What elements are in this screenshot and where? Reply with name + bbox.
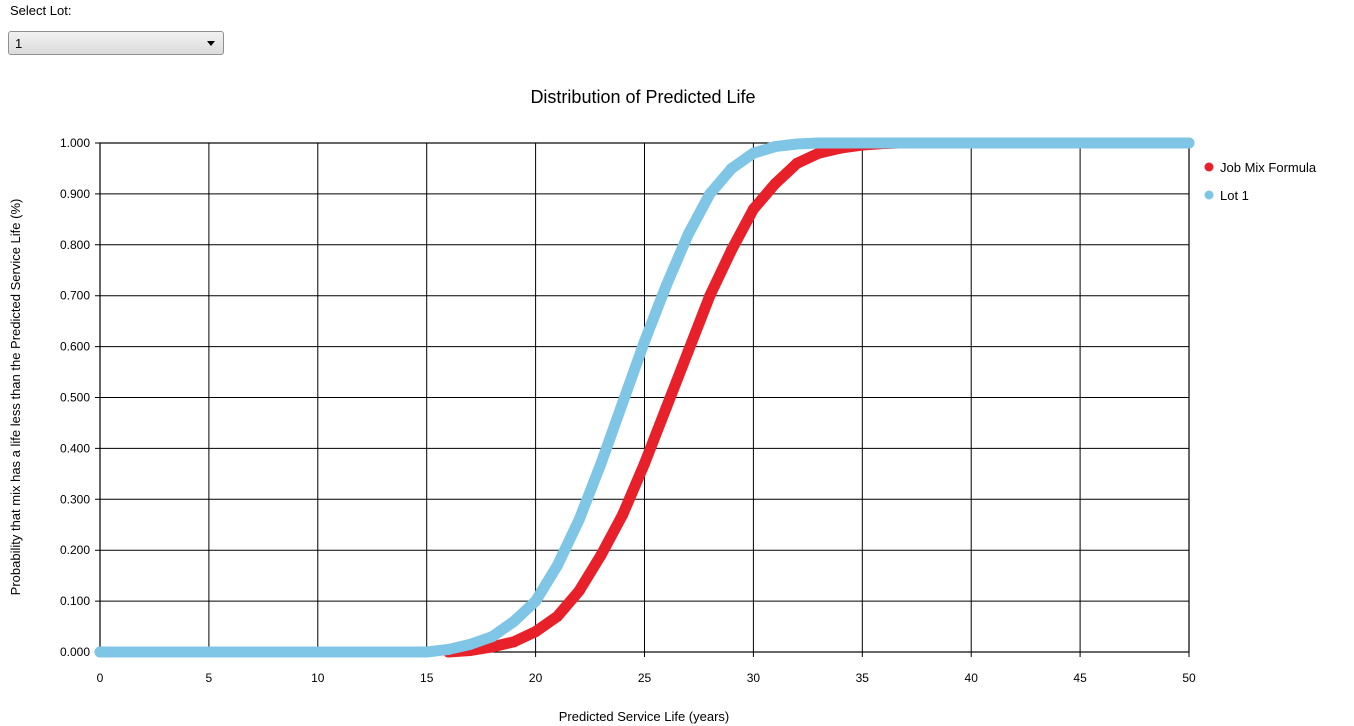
plot-frame xyxy=(99,142,1190,653)
chart-title: Distribution of Predicted Life xyxy=(530,87,755,107)
data-point xyxy=(639,336,650,348)
legend-marker xyxy=(1204,162,1214,172)
legend: Job Mix Formula Lot 1 xyxy=(1204,160,1317,203)
x-tick-label: 5 xyxy=(206,671,213,685)
x-tick-label: 25 xyxy=(638,671,652,685)
data-point xyxy=(704,290,716,302)
data-point xyxy=(769,141,781,153)
data-point xyxy=(856,137,868,149)
y-tick-label: 1.000 xyxy=(60,136,90,150)
data-point xyxy=(573,514,585,526)
data-point xyxy=(704,188,716,200)
data-point xyxy=(660,402,672,414)
data-point xyxy=(813,147,825,159)
data-point xyxy=(508,615,520,627)
x-tick-label: 10 xyxy=(311,671,325,685)
series-1 xyxy=(442,137,905,658)
data-point xyxy=(551,610,563,622)
data-point xyxy=(682,229,694,241)
y-tick-label: 0.500 xyxy=(60,391,90,405)
series-curve xyxy=(442,137,905,658)
x-tick-label: 35 xyxy=(856,671,870,685)
select-lot-label: Select Lot: xyxy=(10,3,72,18)
data-point xyxy=(203,646,215,658)
data-point xyxy=(94,646,106,658)
x-tick-label: 20 xyxy=(529,671,543,685)
x-axis-label: Predicted Service Life (years) xyxy=(559,709,730,724)
chevron-down-icon xyxy=(207,41,215,46)
lot-select-value: 1 xyxy=(15,36,23,51)
y-tick-label: 0.100 xyxy=(60,594,90,608)
data-point xyxy=(813,137,825,149)
data-point xyxy=(486,631,498,643)
y-tick-label: 0.300 xyxy=(60,492,90,506)
data-point xyxy=(682,346,694,358)
data-point xyxy=(595,549,607,561)
y-tick-label: 0.000 xyxy=(60,645,90,659)
x-tick-label: 50 xyxy=(1182,671,1196,685)
y-tick-label: 0.700 xyxy=(60,289,90,303)
data-point xyxy=(530,595,542,607)
y-tick-label: 0.400 xyxy=(60,441,90,455)
data-point xyxy=(726,244,738,256)
lot-select-dropdown[interactable]: 1 xyxy=(8,31,224,55)
data-point xyxy=(660,280,672,292)
x-tick-label: 40 xyxy=(965,671,979,685)
data-point xyxy=(312,646,324,658)
data-point xyxy=(965,137,977,149)
x-tick-label: 30 xyxy=(747,671,761,685)
data-point xyxy=(617,509,629,521)
data-point xyxy=(1183,137,1195,149)
x-tick-label: 0 xyxy=(97,671,104,685)
series-2 xyxy=(94,137,1195,658)
data-point xyxy=(421,646,433,658)
legend-label: Job Mix Formula xyxy=(1220,160,1317,175)
y-tick-label: 0.900 xyxy=(60,187,90,201)
legend-marker xyxy=(1204,190,1214,200)
legend-label: Lot 1 xyxy=(1220,188,1249,203)
data-point xyxy=(639,458,650,470)
data-point xyxy=(442,643,454,655)
data-point xyxy=(726,162,738,174)
grid xyxy=(95,142,1190,657)
y-tick-label: 0.800 xyxy=(60,238,90,252)
data-point xyxy=(769,178,781,190)
data-point xyxy=(1074,137,1086,149)
data-point xyxy=(464,638,476,650)
y-axis-label: Probability that mix has a life less tha… xyxy=(8,199,23,596)
data-point xyxy=(747,203,759,215)
y-tick-label: 0.200 xyxy=(60,543,90,557)
series-layer xyxy=(94,137,1195,658)
data-point xyxy=(791,138,803,150)
x-tick-label: 15 xyxy=(420,671,434,685)
x-tick-label: 45 xyxy=(1073,671,1087,685)
data-point xyxy=(595,458,607,470)
tick-labels: 0 5 10 15 20 25 30 35 40 45 50 0.000 0.100 0.200 0.300… xyxy=(60,136,1196,685)
data-point xyxy=(747,147,759,159)
data-point xyxy=(508,636,520,648)
data-point xyxy=(617,397,629,409)
data-point xyxy=(530,626,542,638)
data-point xyxy=(573,585,585,597)
data-point xyxy=(791,157,803,169)
data-point xyxy=(486,641,498,653)
data-point xyxy=(551,559,563,571)
y-tick-label: 0.600 xyxy=(60,340,90,354)
